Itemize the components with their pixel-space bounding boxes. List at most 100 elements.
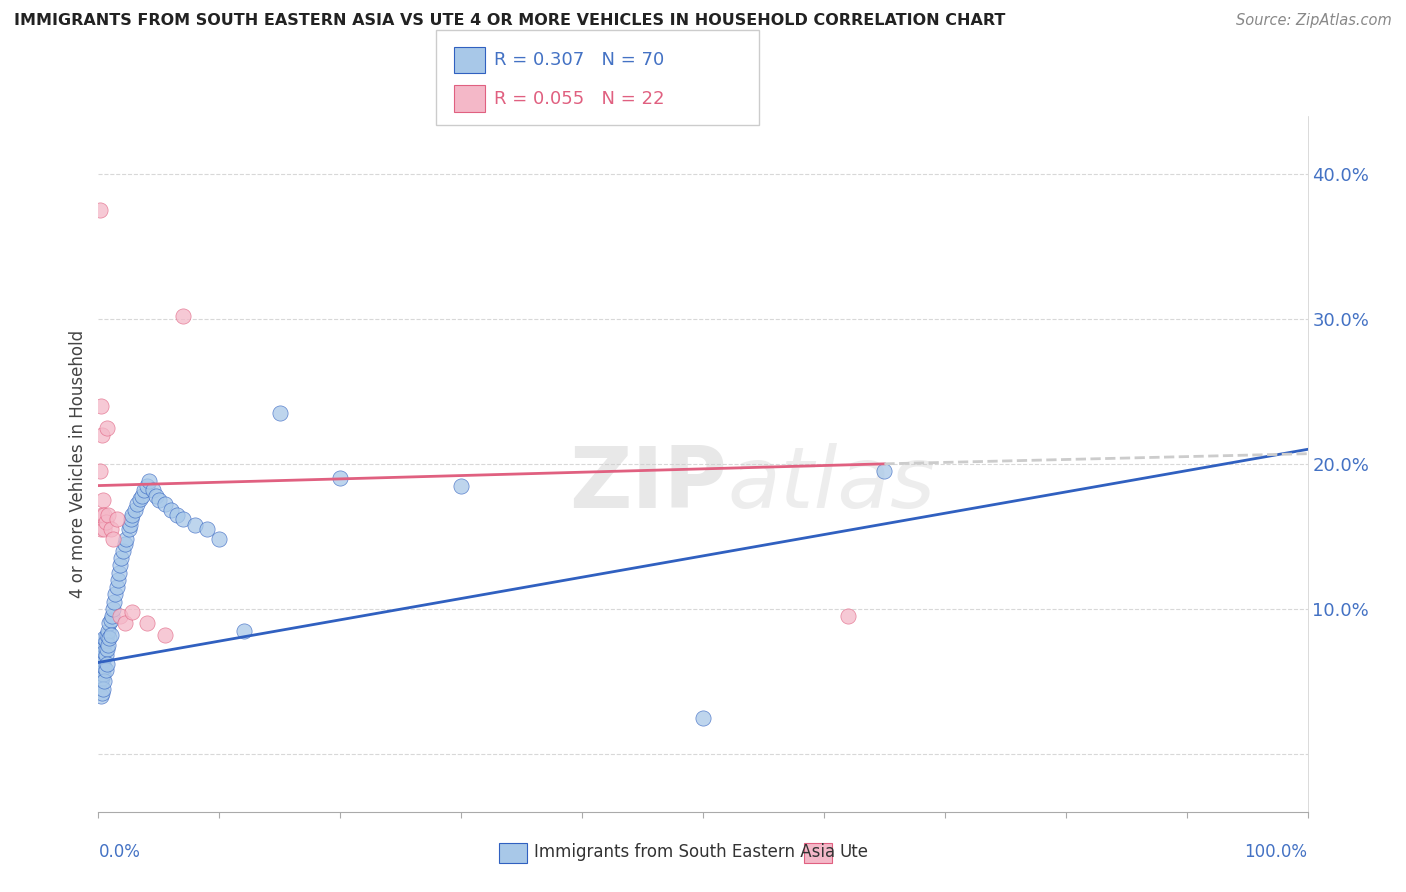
- Text: Immigrants from South Eastern Asia: Immigrants from South Eastern Asia: [534, 843, 835, 861]
- Point: [89, 464, 111, 478]
- Text: atlas: atlas: [727, 443, 935, 526]
- Point: [94, 633, 117, 648]
- Point: [145, 489, 167, 503]
- Point: [90, 689, 112, 703]
- Point: [93, 645, 115, 659]
- Point: [153, 628, 176, 642]
- Point: [329, 471, 352, 485]
- Point: [120, 512, 142, 526]
- Point: [98, 616, 121, 631]
- Point: [93, 522, 115, 536]
- Text: ZIP: ZIP: [569, 443, 727, 526]
- Point: [105, 580, 128, 594]
- Point: [94, 663, 117, 677]
- Point: [93, 674, 115, 689]
- Point: [89, 203, 111, 218]
- Point: [96, 420, 118, 434]
- Point: [114, 536, 136, 550]
- Point: [101, 532, 124, 546]
- Text: R = 0.055   N = 22: R = 0.055 N = 22: [494, 90, 664, 108]
- Point: [692, 710, 714, 724]
- Text: IMMIGRANTS FROM SOUTH EASTERN ASIA VS UTE 4 OR MORE VEHICLES IN HOUSEHOLD CORREL: IMMIGRANTS FROM SOUTH EASTERN ASIA VS UT…: [14, 13, 1005, 29]
- Point: [124, 503, 146, 517]
- Point: [135, 616, 157, 631]
- Point: [93, 508, 115, 522]
- Point: [160, 503, 183, 517]
- Point: [90, 677, 112, 691]
- Point: [121, 605, 143, 619]
- Point: [131, 489, 153, 503]
- Point: [100, 614, 122, 628]
- Point: [93, 660, 115, 674]
- Point: [172, 309, 194, 323]
- Point: [108, 558, 131, 573]
- Point: [90, 399, 112, 413]
- Point: [134, 483, 156, 497]
- Point: [100, 609, 122, 624]
- Point: [142, 483, 165, 497]
- Point: [91, 681, 114, 696]
- Point: [94, 648, 117, 662]
- Point: [166, 508, 188, 522]
- Point: [118, 522, 141, 536]
- Point: [93, 631, 115, 645]
- Point: [100, 628, 122, 642]
- Text: 0.0%: 0.0%: [98, 843, 141, 861]
- Point: [91, 667, 114, 681]
- Text: 100.0%: 100.0%: [1244, 843, 1308, 861]
- Point: [97, 508, 120, 522]
- Point: [184, 517, 207, 532]
- Point: [94, 515, 117, 529]
- Point: [90, 522, 112, 536]
- Point: [91, 428, 114, 442]
- Point: [97, 624, 120, 638]
- Point: [450, 478, 472, 492]
- Point: [90, 648, 112, 662]
- Point: [172, 512, 194, 526]
- Point: [89, 660, 111, 674]
- Point: [837, 609, 859, 624]
- Point: [91, 638, 114, 652]
- Point: [104, 587, 127, 601]
- Point: [91, 657, 114, 671]
- Point: [121, 508, 143, 522]
- Point: [103, 594, 125, 608]
- Point: [118, 517, 141, 532]
- Point: [127, 498, 149, 512]
- Point: [138, 475, 160, 489]
- Point: [105, 512, 128, 526]
- Point: [208, 532, 231, 546]
- Text: Source: ZipAtlas.com: Source: ZipAtlas.com: [1236, 13, 1392, 29]
- Point: [96, 628, 118, 642]
- Point: [195, 522, 218, 536]
- Point: [91, 671, 114, 685]
- Point: [108, 566, 131, 580]
- Point: [91, 686, 114, 700]
- Point: [91, 652, 114, 666]
- Point: [269, 406, 291, 420]
- Point: [96, 657, 118, 671]
- Point: [107, 573, 129, 587]
- Y-axis label: 4 or more Vehicles in Household: 4 or more Vehicles in Household: [69, 330, 87, 598]
- Point: [100, 522, 122, 536]
- Point: [98, 631, 121, 645]
- Point: [128, 491, 150, 506]
- Point: [114, 616, 136, 631]
- Point: [91, 493, 114, 508]
- Point: [110, 551, 132, 566]
- Point: [91, 642, 114, 657]
- Point: [89, 674, 111, 689]
- Point: [148, 493, 170, 508]
- Point: [115, 532, 138, 546]
- Point: [232, 624, 254, 638]
- Point: [111, 543, 134, 558]
- Point: [97, 638, 120, 652]
- Point: [91, 508, 114, 522]
- Point: [108, 609, 131, 624]
- Text: R = 0.307   N = 70: R = 0.307 N = 70: [494, 52, 664, 70]
- Point: [873, 464, 896, 478]
- Point: [101, 601, 124, 615]
- Point: [135, 478, 157, 492]
- Text: Ute: Ute: [839, 843, 869, 861]
- Point: [153, 498, 176, 512]
